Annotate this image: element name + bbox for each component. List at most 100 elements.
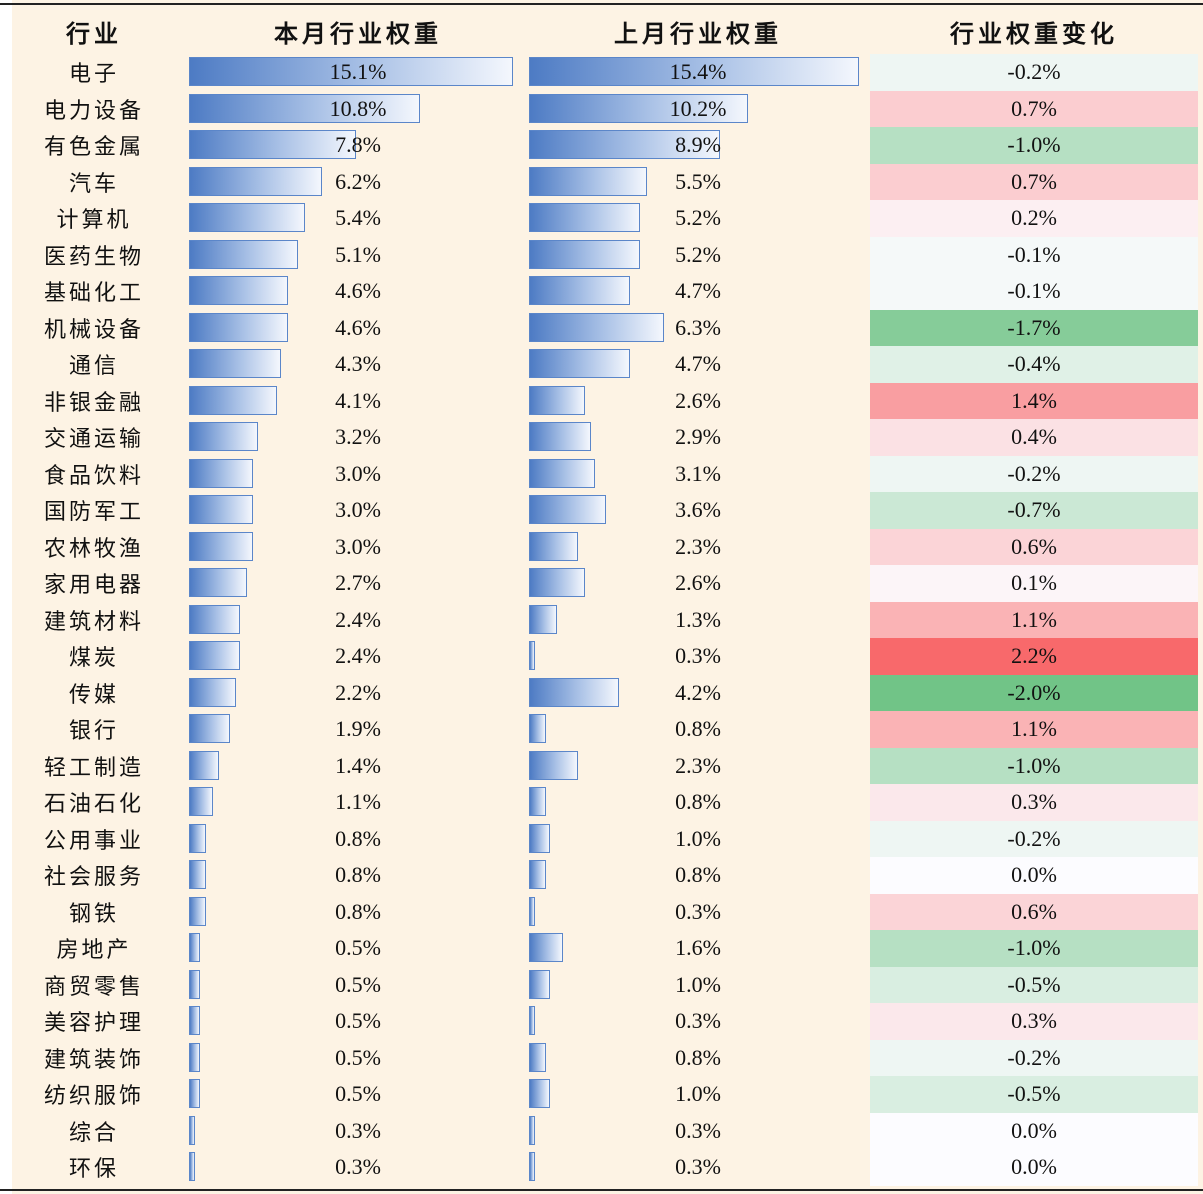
last-month-bar <box>529 677 619 707</box>
this-month-value: 3.0% <box>335 533 381 559</box>
table-row: 建筑装饰 0.5% 0.8% -0.2% <box>0 1039 1203 1076</box>
table-row: 基础化工 4.6% 4.7% -0.1% <box>0 273 1203 310</box>
top-rule <box>0 3 1203 5</box>
this-month-value: 1.9% <box>335 716 381 742</box>
weight-change-cell: -0.7% <box>870 492 1198 529</box>
last-month-value: 1.0% <box>675 825 721 851</box>
last-month-value: 0.8% <box>675 1044 721 1070</box>
this-month-bar <box>189 823 207 853</box>
header-this-month: 本月行业权重 <box>274 18 442 48</box>
this-month-bar <box>189 1115 196 1145</box>
header-industry: 行业 <box>66 18 122 48</box>
weight-change-cell: 0.1% <box>870 565 1198 602</box>
table-row: 电力设备 10.8% 10.2% 0.7% <box>0 90 1203 127</box>
this-month-value: 0.8% <box>335 825 381 851</box>
table-row: 公用事业 0.8% 1.0% -0.2% <box>0 820 1203 857</box>
this-month-bar <box>189 1152 196 1181</box>
weight-change-cell: -0.4% <box>870 346 1198 383</box>
last-month-bar <box>529 312 664 342</box>
this-month-bar <box>189 933 200 962</box>
this-month-bar <box>189 714 230 743</box>
this-month-value: 3.2% <box>335 424 381 450</box>
this-month-value: 3.0% <box>335 497 381 523</box>
industry-name: 石油石化 <box>43 792 144 818</box>
last-month-bar <box>529 568 585 597</box>
this-month-bar <box>189 312 288 342</box>
industry-name: 家用电器 <box>43 573 144 599</box>
last-month-bar <box>529 750 579 780</box>
industry-name: 环保 <box>68 1157 119 1183</box>
last-month-bar <box>529 203 641 232</box>
this-month-value: 4.6% <box>335 314 381 340</box>
industry-name: 农林牧渔 <box>43 536 144 562</box>
weight-change-cell: 0.6% <box>870 893 1198 930</box>
industry-name: 银行 <box>68 719 119 745</box>
last-month-value: 1.0% <box>675 1081 721 1107</box>
table-row: 国防军工 3.0% 3.6% -0.7% <box>0 492 1203 529</box>
table-row: 美容护理 0.5% 0.3% 0.3% <box>0 1003 1203 1040</box>
this-month-value: 0.5% <box>335 1081 381 1107</box>
industry-name: 交通运输 <box>43 427 144 453</box>
this-month-value: 5.1% <box>335 241 381 267</box>
this-month-bar <box>189 1042 200 1072</box>
last-month-bar <box>529 166 647 196</box>
table-row: 机械设备 4.6% 6.3% -1.7% <box>0 309 1203 346</box>
last-month-bar <box>529 604 557 634</box>
weight-change-cell: -0.2% <box>870 54 1198 91</box>
last-month-value: 8.9% <box>675 132 721 158</box>
last-month-value: 1.0% <box>675 971 721 997</box>
this-month-bar <box>189 385 277 415</box>
last-month-bar <box>529 531 579 561</box>
last-month-value: 2.6% <box>675 570 721 596</box>
industry-name: 公用事业 <box>43 828 144 854</box>
left-margin <box>0 0 12 1194</box>
last-month-bar <box>529 495 607 524</box>
last-month-bar <box>529 1079 551 1108</box>
this-month-value: 7.8% <box>335 132 381 158</box>
last-month-bar <box>529 1152 536 1181</box>
this-month-value: 0.3% <box>335 1154 381 1180</box>
this-month-bar <box>189 604 241 634</box>
weight-change-cell: -0.2% <box>870 455 1198 492</box>
this-month-value: 15.1% <box>329 59 387 85</box>
industry-name: 通信 <box>68 354 119 380</box>
this-month-value: 3.0% <box>335 460 381 486</box>
last-month-bar <box>529 349 630 378</box>
this-month-bar <box>189 203 305 232</box>
last-month-bar <box>529 239 641 269</box>
this-month-bar <box>189 239 299 269</box>
this-month-value: 0.5% <box>335 1008 381 1034</box>
table-row: 商贸零售 0.5% 1.0% -0.5% <box>0 966 1203 1003</box>
table-row: 医药生物 5.1% 5.2% -0.1% <box>0 236 1203 273</box>
industry-name: 电子 <box>68 62 119 88</box>
last-month-bar <box>529 896 536 926</box>
weight-change-cell: 0.6% <box>870 528 1198 565</box>
this-month-value: 4.1% <box>335 387 381 413</box>
last-month-bar <box>529 860 547 889</box>
last-month-value: 4.7% <box>675 278 721 304</box>
this-month-bar <box>189 860 207 889</box>
this-month-value: 0.3% <box>335 1117 381 1143</box>
weight-change-cell: -0.1% <box>870 273 1198 310</box>
table-row: 煤炭 2.4% 0.3% 2.2% <box>0 638 1203 675</box>
last-month-bar <box>529 969 551 999</box>
this-month-value: 2.2% <box>335 679 381 705</box>
last-month-value: 0.8% <box>675 789 721 815</box>
industry-name: 纺织服饰 <box>43 1084 144 1110</box>
last-month-value: 0.3% <box>675 1117 721 1143</box>
table-row: 建筑材料 2.4% 1.3% 1.1% <box>0 601 1203 638</box>
industry-name: 计算机 <box>56 208 132 234</box>
this-month-value: 0.5% <box>335 1044 381 1070</box>
last-month-bar <box>529 1006 536 1035</box>
last-month-value: 0.8% <box>675 716 721 742</box>
last-month-bar <box>529 458 596 488</box>
table-row: 有色金属 7.8% 8.9% -1.0% <box>0 127 1203 164</box>
last-month-bar <box>529 787 547 816</box>
last-month-bar <box>529 57 859 86</box>
last-month-bar <box>529 714 547 743</box>
this-month-value: 2.4% <box>335 643 381 669</box>
industry-name: 综合 <box>68 1120 119 1146</box>
industry-name: 建筑材料 <box>43 609 144 635</box>
industry-name: 钢铁 <box>68 901 119 927</box>
